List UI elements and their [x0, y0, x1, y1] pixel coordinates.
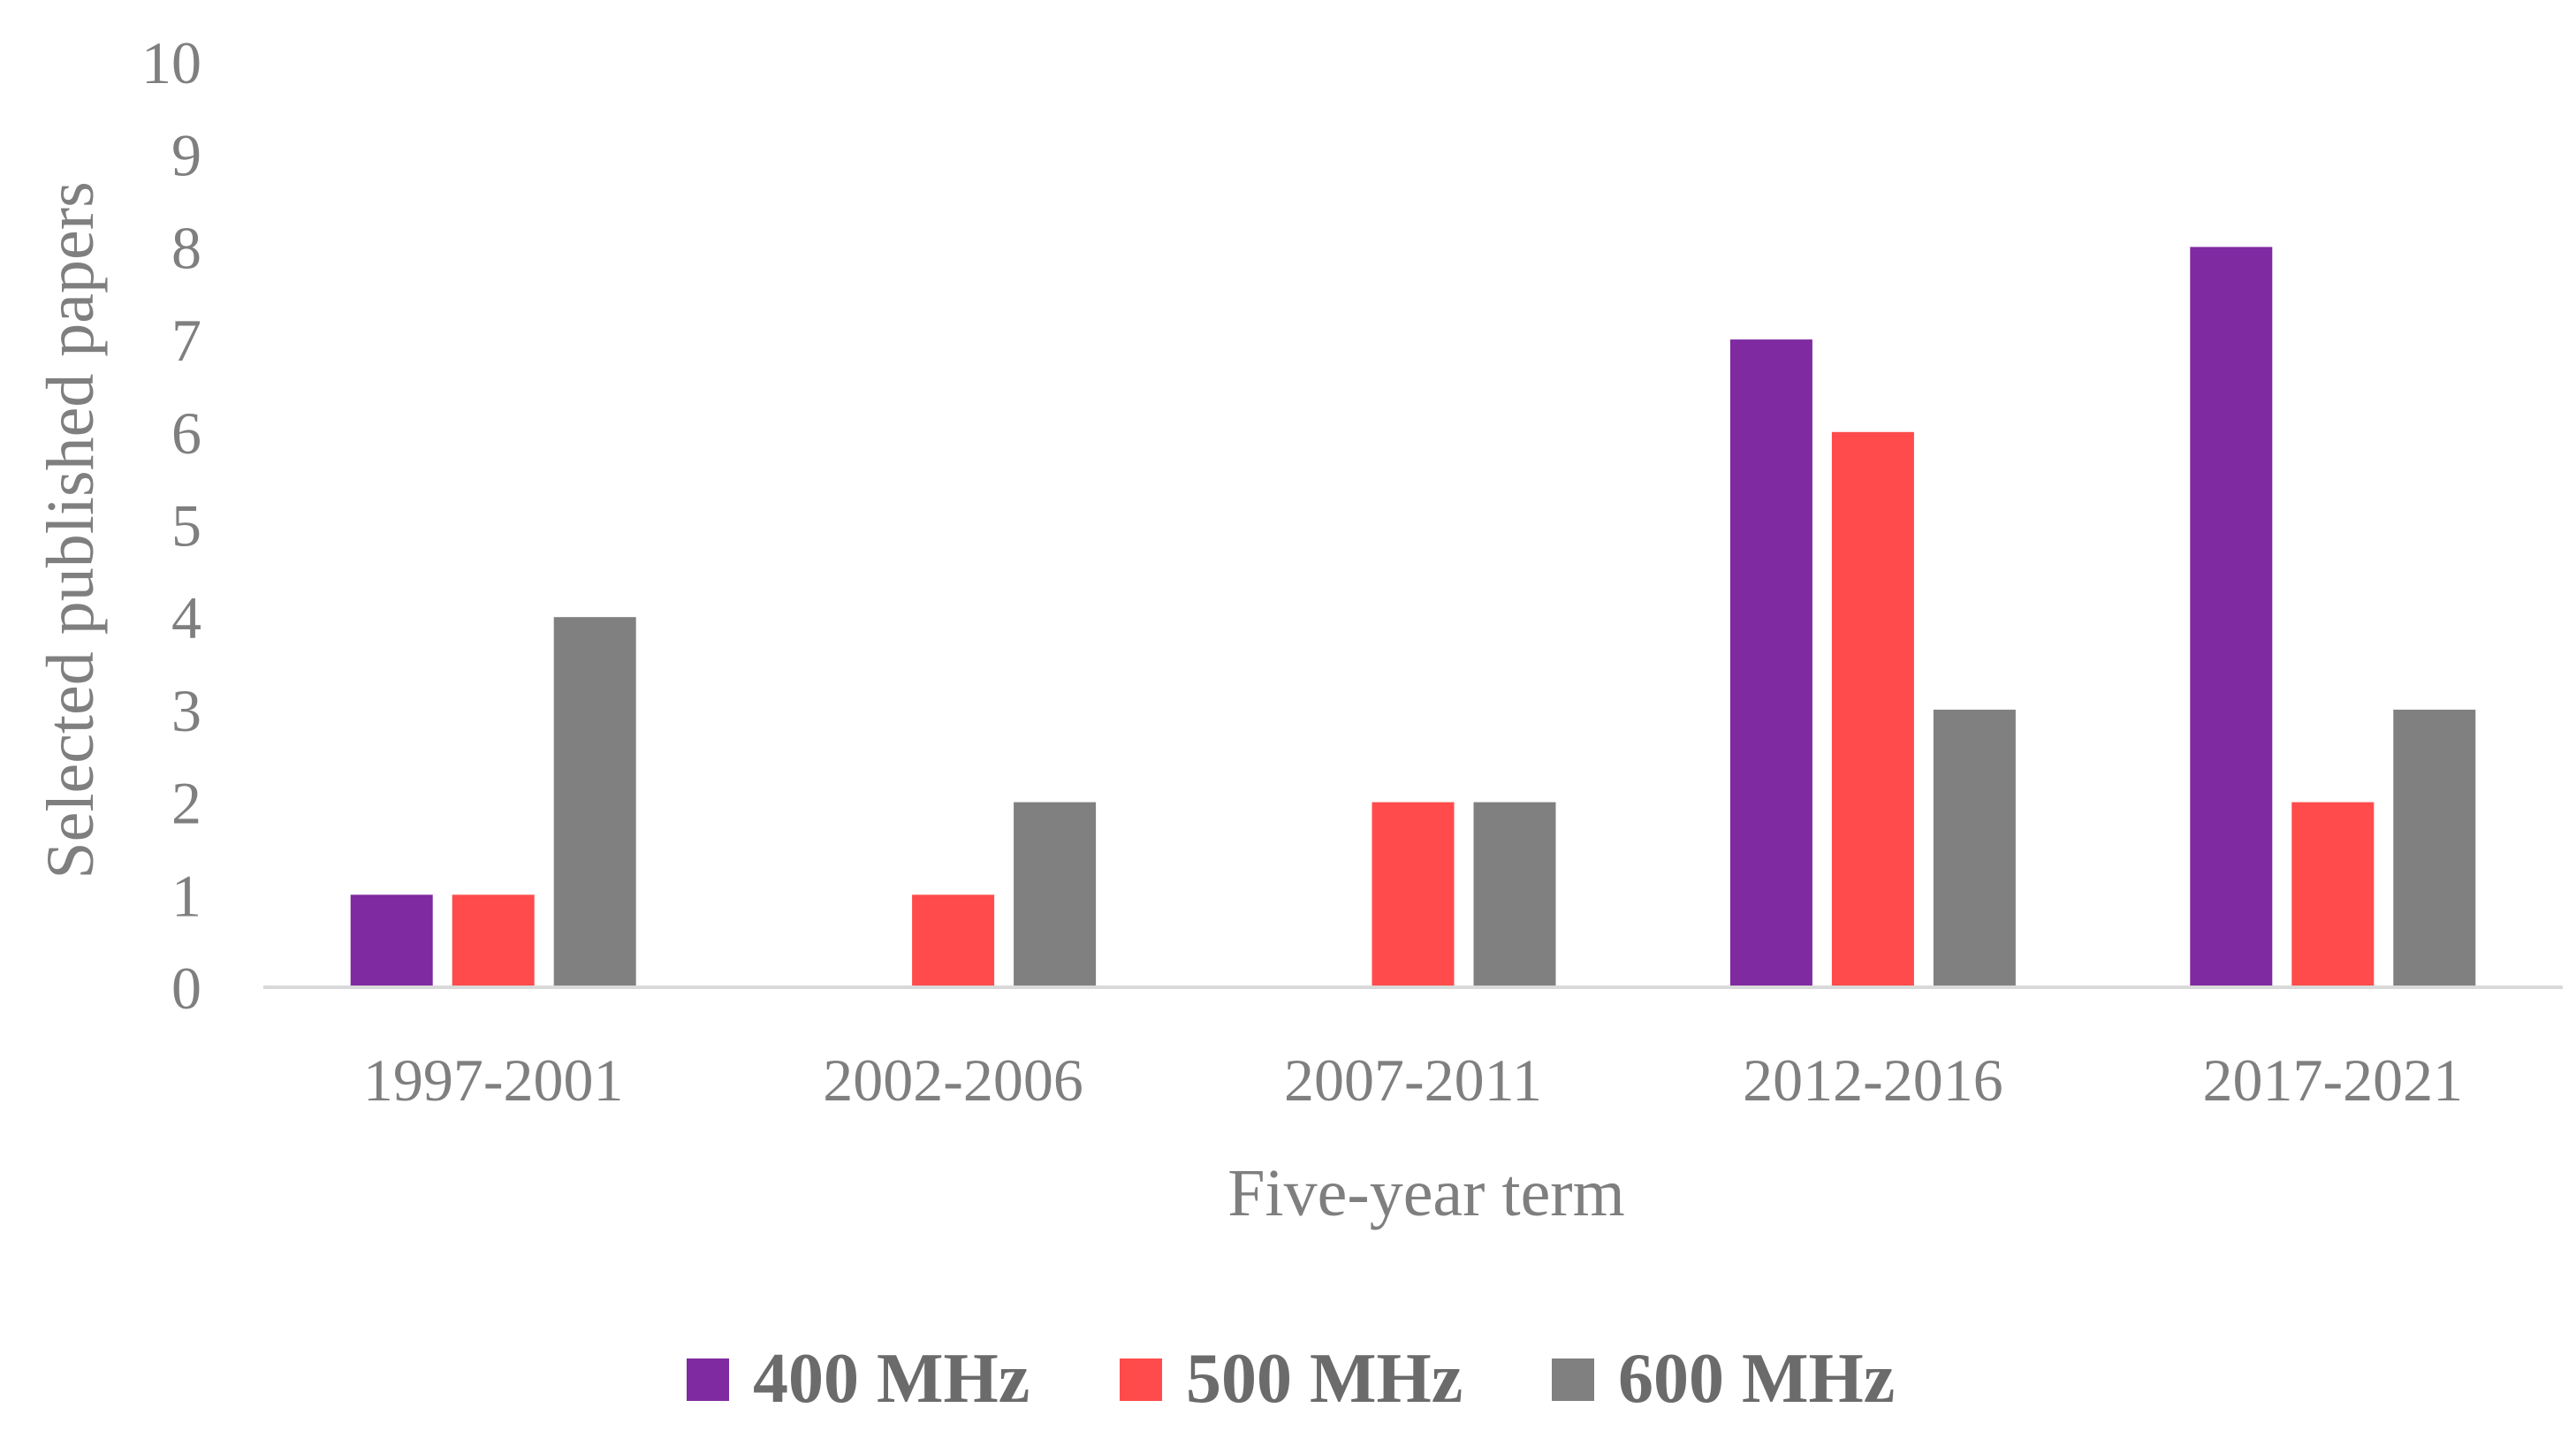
x-tick-label: 2007-2011 — [1284, 1046, 1542, 1114]
y-tick-label: 10 — [141, 29, 201, 96]
x-tick-label: 2017-2021 — [2202, 1046, 2463, 1114]
bar-400-mhz-2017-2021 — [2190, 247, 2273, 987]
legend-label: 500 MHz — [1186, 1340, 1463, 1418]
y-tick-label: 9 — [171, 122, 201, 189]
bar-400-mhz-1997-2001 — [350, 894, 433, 987]
y-tick-label: 4 — [171, 584, 201, 651]
legend-label: 600 MHz — [1618, 1340, 1895, 1418]
legend-label: 400 MHz — [753, 1340, 1030, 1418]
x-tick-label: 1997-2001 — [363, 1046, 624, 1114]
y-axis-title: Selected published papers — [34, 181, 108, 879]
x-tick-label: 2002-2006 — [823, 1046, 1083, 1114]
legend-swatch — [687, 1358, 729, 1401]
legend: 400 MHz 500 MHz 600 MHz — [687, 1340, 1895, 1418]
x-axis-ticks: 1997-2001 2002-2006 2007-2011 2012-2016 2017… — [363, 1046, 2463, 1114]
y-tick-label: 0 — [171, 955, 201, 1022]
y-tick-label: 7 — [171, 307, 201, 374]
y-tick-label: 8 — [171, 214, 201, 281]
bar-600-mhz-2017-2021 — [2393, 709, 2476, 987]
bar-500-mhz-2012-2016 — [1831, 431, 1914, 987]
bar-500-mhz-1997-2001 — [452, 894, 535, 987]
bar-600-mhz-2007-2011 — [1473, 802, 1556, 987]
y-tick-label: 3 — [171, 677, 201, 744]
legend-swatch — [1552, 1358, 1594, 1401]
bar-500-mhz-2002-2006 — [912, 894, 995, 987]
bar-600-mhz-2002-2006 — [1014, 802, 1097, 987]
y-tick-label: 1 — [171, 862, 201, 929]
bar-400-mhz-2012-2016 — [1729, 339, 1812, 988]
bar-500-mhz-2017-2021 — [2291, 802, 2375, 987]
y-axis-ticks: 0 1 2 3 4 5 6 7 8 9 10 — [141, 29, 201, 1022]
bar-600-mhz-1997-2001 — [553, 617, 636, 987]
bars-layer — [350, 247, 2476, 988]
bar-600-mhz-2012-2016 — [1933, 709, 2016, 987]
y-tick-label: 5 — [171, 492, 201, 559]
y-tick-label: 6 — [171, 400, 201, 467]
x-axis-title: Five-year term — [1227, 1156, 1624, 1230]
bar-500-mhz-2007-2011 — [1372, 802, 1455, 987]
y-tick-label: 2 — [171, 770, 201, 837]
legend-swatch — [1120, 1358, 1162, 1401]
x-tick-label: 2012-2016 — [1743, 1046, 2003, 1114]
